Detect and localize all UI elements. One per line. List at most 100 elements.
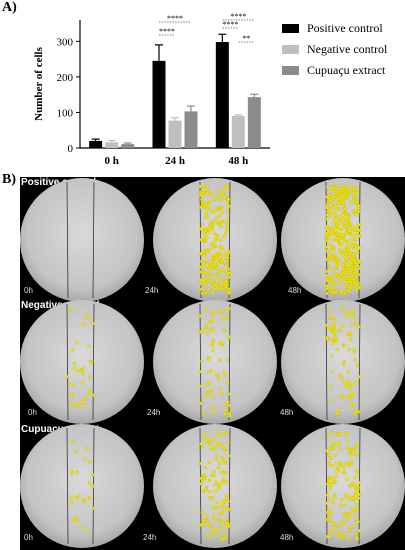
migrated-cell-dot [327,264,332,268]
migrated-cell-dot [205,533,210,537]
migrated-cell-dot [199,205,203,210]
migrated-cell-dot [218,198,223,202]
migrated-cell-dot [338,503,342,507]
migrated-cell-dot [198,252,203,256]
migrated-cell-dot [353,476,357,480]
migrated-cell-dot [348,313,352,317]
migrated-cell-dot [211,410,215,414]
significance-label: ** [242,34,250,43]
migrated-cell-dot [350,323,354,327]
migrated-cell-dot [334,213,338,218]
migrated-cell-dot [349,184,353,188]
migrated-cell-dot [222,234,226,239]
migrated-cell-dot [212,470,216,474]
migrated-cell-dot [343,285,347,289]
migrated-cell-dot [207,522,211,527]
migrated-cell-dot [227,411,232,415]
migrated-cell-dot [205,215,209,220]
migrated-cell-dot [209,259,214,264]
migrated-cell-dot [224,285,228,290]
x-tick-label: 48 h [228,155,248,167]
migrated-cell-dot [214,457,218,462]
wound-edge-line [358,181,361,299]
migrated-cell-dot [345,244,349,248]
migrated-cell-dot [213,197,217,201]
migrated-cell-dot [223,184,227,188]
well-image [20,300,144,424]
migrated-cell-dot [225,217,230,221]
migrated-cell-dot [205,247,209,252]
migrated-cell-dot [203,271,207,275]
migrated-cell-dot [344,212,348,217]
migrated-cell-dot [348,222,353,226]
migrated-cell-dot [329,276,333,281]
wound-edge-line [66,427,69,545]
migrated-cell-dot [225,480,229,484]
migrated-cell-dot [328,446,333,451]
bar [168,120,182,148]
migrated-cell-dot [339,532,343,536]
migrated-cell-dot [346,379,350,383]
migrated-cell-dot [345,477,349,481]
migrated-cell-dot [70,495,74,499]
migrated-cell-dot [220,260,224,264]
migrated-cell-dot [335,264,339,268]
migrated-cell-dot [355,452,359,457]
migrated-cell-dot [202,473,207,478]
bar [105,142,119,148]
migrated-cell-dot [227,271,231,275]
migrated-cell-dot [204,324,208,328]
migrated-cell-dot [345,191,349,196]
migrated-cell-dot [220,211,224,215]
migrated-cell-dot [74,519,79,523]
migrated-cell-dot [206,192,210,196]
migrated-cell-dot [83,404,88,408]
migrated-cell-dot [353,282,357,287]
migrated-cell-dot [325,323,329,327]
migrated-cell-dot [226,400,230,404]
migrated-cell-dot [205,258,209,262]
wound-edge-line [325,427,328,545]
migrated-cell-dot [352,448,356,452]
migrated-cell-dot [222,507,227,511]
migrated-cell-dot [86,317,91,321]
migrated-cell-dot [341,253,345,257]
migrated-cell-dot [219,220,224,224]
migrated-cell-dot [202,254,206,258]
migrated-cell-dot [72,366,76,370]
migrated-cell-dot [73,449,78,453]
migrated-cell-dot [208,199,212,203]
migrated-cell-dot [353,237,358,241]
migrated-cell-dot [356,272,361,277]
migrated-cell-dot [210,406,214,410]
well-image [20,424,144,548]
y-tick-label: 100 [57,107,74,119]
migrated-cell-dot [352,393,356,397]
migrated-cell-dot [225,517,229,521]
migrated-cell-dot [355,199,359,204]
migrated-cell-dot [328,309,332,314]
migrated-cell-dot [213,262,217,267]
migrated-cell-dot [74,496,79,500]
migrated-cell-dot [325,213,330,217]
migrated-cell-dot [352,403,356,407]
migrated-cell-dot [222,374,227,379]
migrated-cell-dot [329,213,333,218]
migrated-cell-dot [341,187,345,191]
migrated-cell-dot [338,374,343,378]
legend-swatch-cupuacu-extract [282,66,299,75]
migrated-cell-dot [224,431,229,435]
migrated-cell-dot [342,194,346,199]
migrated-cell-dot [221,501,225,505]
migrated-cell-dot [357,223,361,227]
migrated-cell-dot [207,267,212,271]
legend-swatch-negative-control [282,45,299,54]
migrated-cell-dot [346,536,351,541]
migrated-cell-dot [86,392,91,396]
migrated-cell-dot [342,248,346,252]
migrated-cell-dot [340,535,344,540]
migrated-cell-dot [349,459,353,464]
migrated-cell-dot [205,185,210,189]
migrated-cell-dot [344,227,348,232]
migrated-cell-dot [351,209,355,214]
